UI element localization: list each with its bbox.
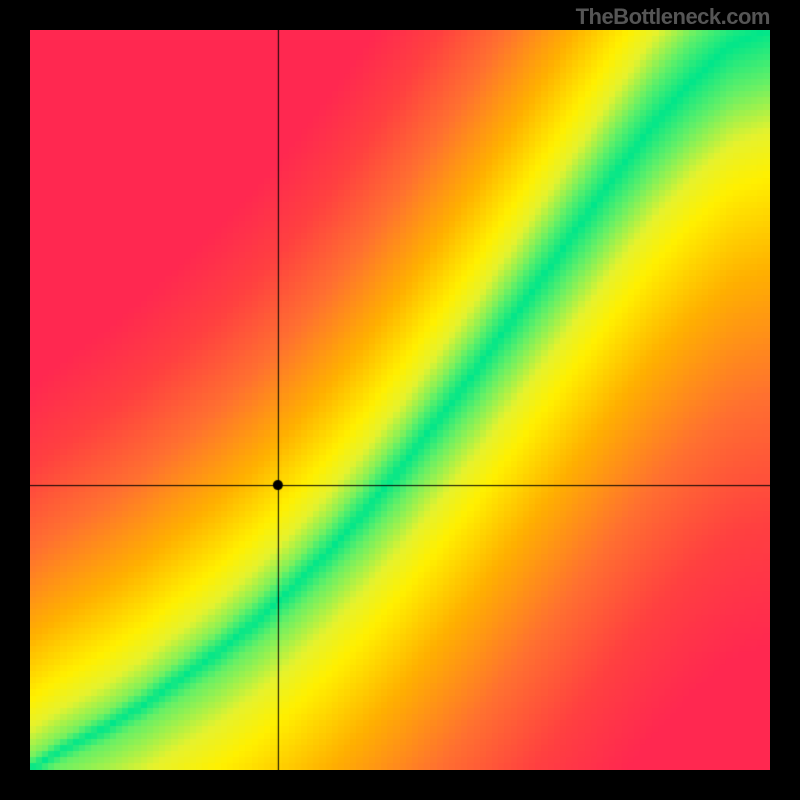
bottleneck-heatmap	[30, 30, 770, 770]
watermark-text: TheBottleneck.com	[576, 4, 770, 30]
chart-root: TheBottleneck.com	[0, 0, 800, 800]
